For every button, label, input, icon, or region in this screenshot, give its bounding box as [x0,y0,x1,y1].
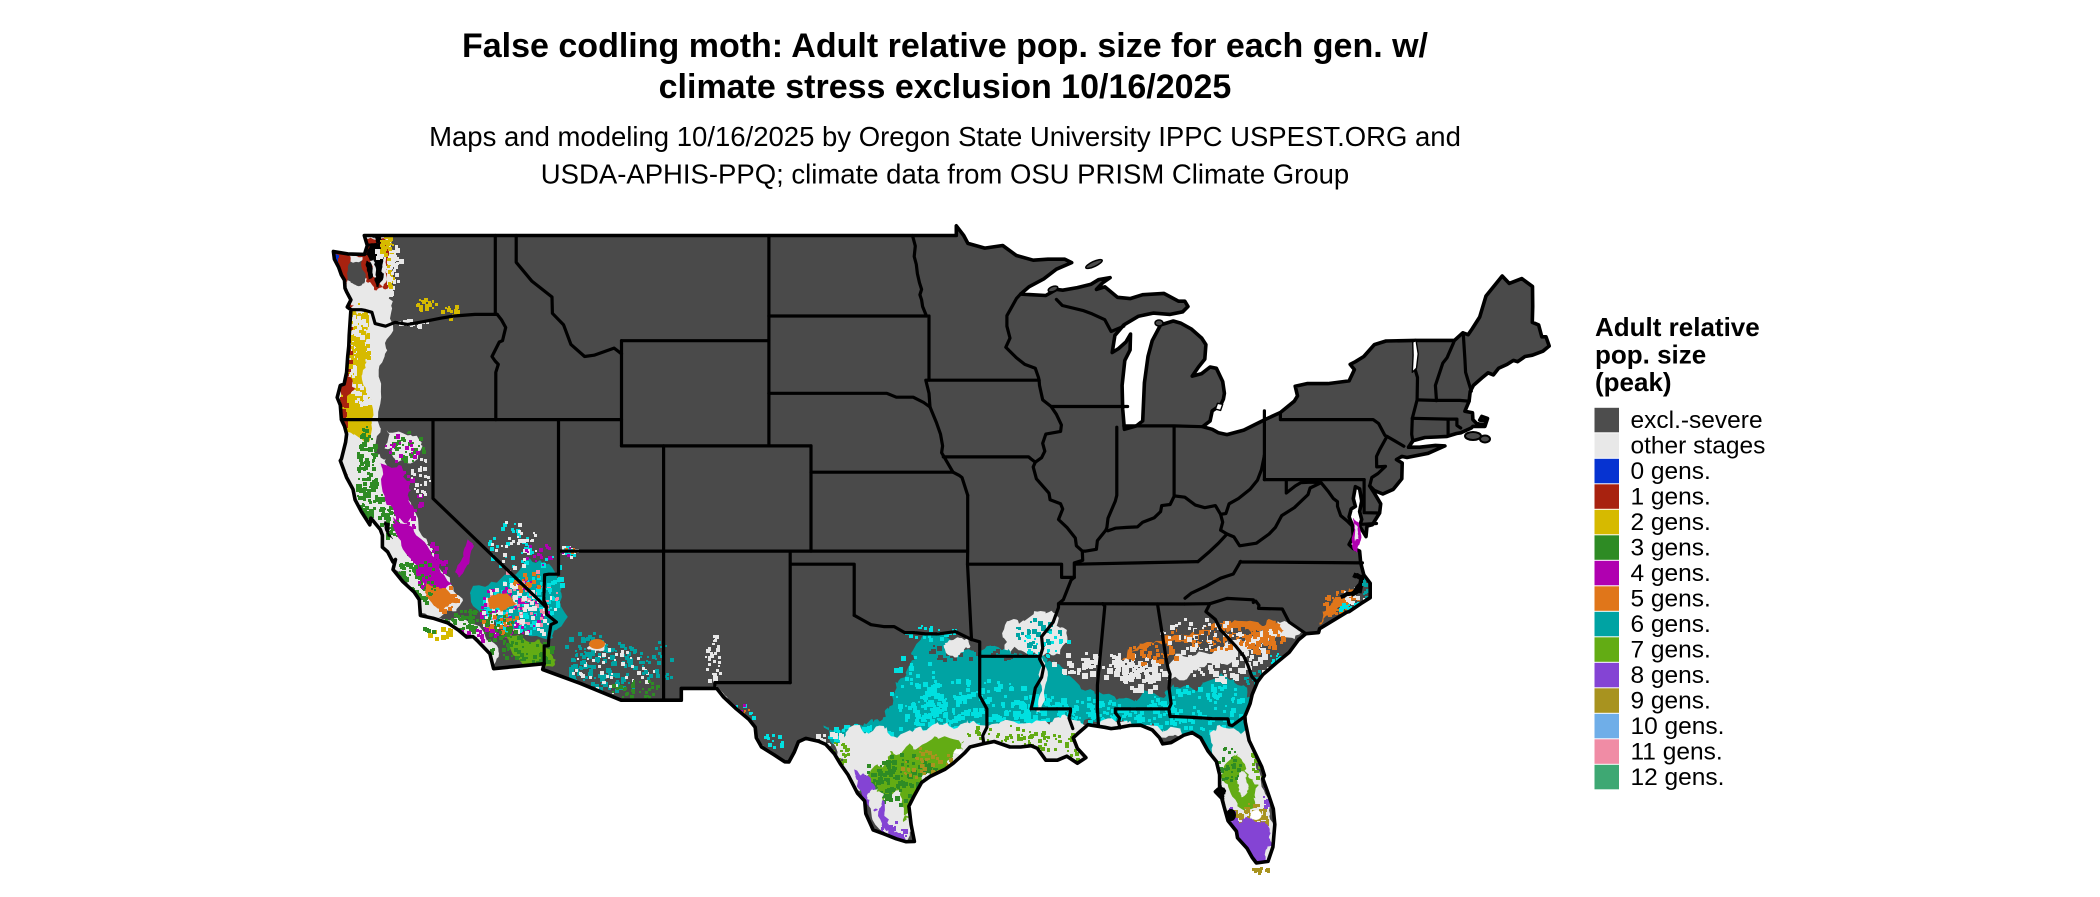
svg-text:climate stress exclusion 10/16: climate stress exclusion 10/16/2025 [659,68,1232,106]
svg-text:11 gens.: 11 gens. [1631,739,1723,766]
svg-text:Adult relative: Adult relative [1595,312,1760,342]
svg-text:10 gens.: 10 gens. [1631,713,1725,740]
svg-text:other stages: other stages [1631,433,1766,460]
svg-text:7 gens.: 7 gens. [1631,637,1711,664]
svg-text:pop. size: pop. size [1595,340,1706,370]
svg-text:3 gens.: 3 gens. [1631,535,1711,562]
svg-text:(peak): (peak) [1595,367,1672,397]
svg-text:2 gens.: 2 gens. [1631,509,1711,536]
svg-text:9 gens.: 9 gens. [1631,688,1711,715]
svg-text:False codling moth: Adult rela: False codling moth: Adult relative pop. … [462,27,1429,65]
svg-text:USDA-APHIS-PPQ; climate data f: USDA-APHIS-PPQ; climate data from OSU PR… [541,159,1349,190]
svg-text:5 gens.: 5 gens. [1631,586,1711,613]
svg-text:Maps and modeling 10/16/2025 b: Maps and modeling 10/16/2025 by Oregon S… [429,121,1461,152]
svg-text:0 gens.: 0 gens. [1631,458,1711,485]
svg-text:4 gens.: 4 gens. [1631,560,1711,587]
svg-text:excl.-severe: excl.-severe [1631,407,1763,434]
svg-text:6 gens.: 6 gens. [1631,611,1711,638]
svg-text:1 gens.: 1 gens. [1631,484,1711,511]
svg-text:8 gens.: 8 gens. [1631,662,1711,689]
svg-text:12 gens.: 12 gens. [1631,764,1725,791]
